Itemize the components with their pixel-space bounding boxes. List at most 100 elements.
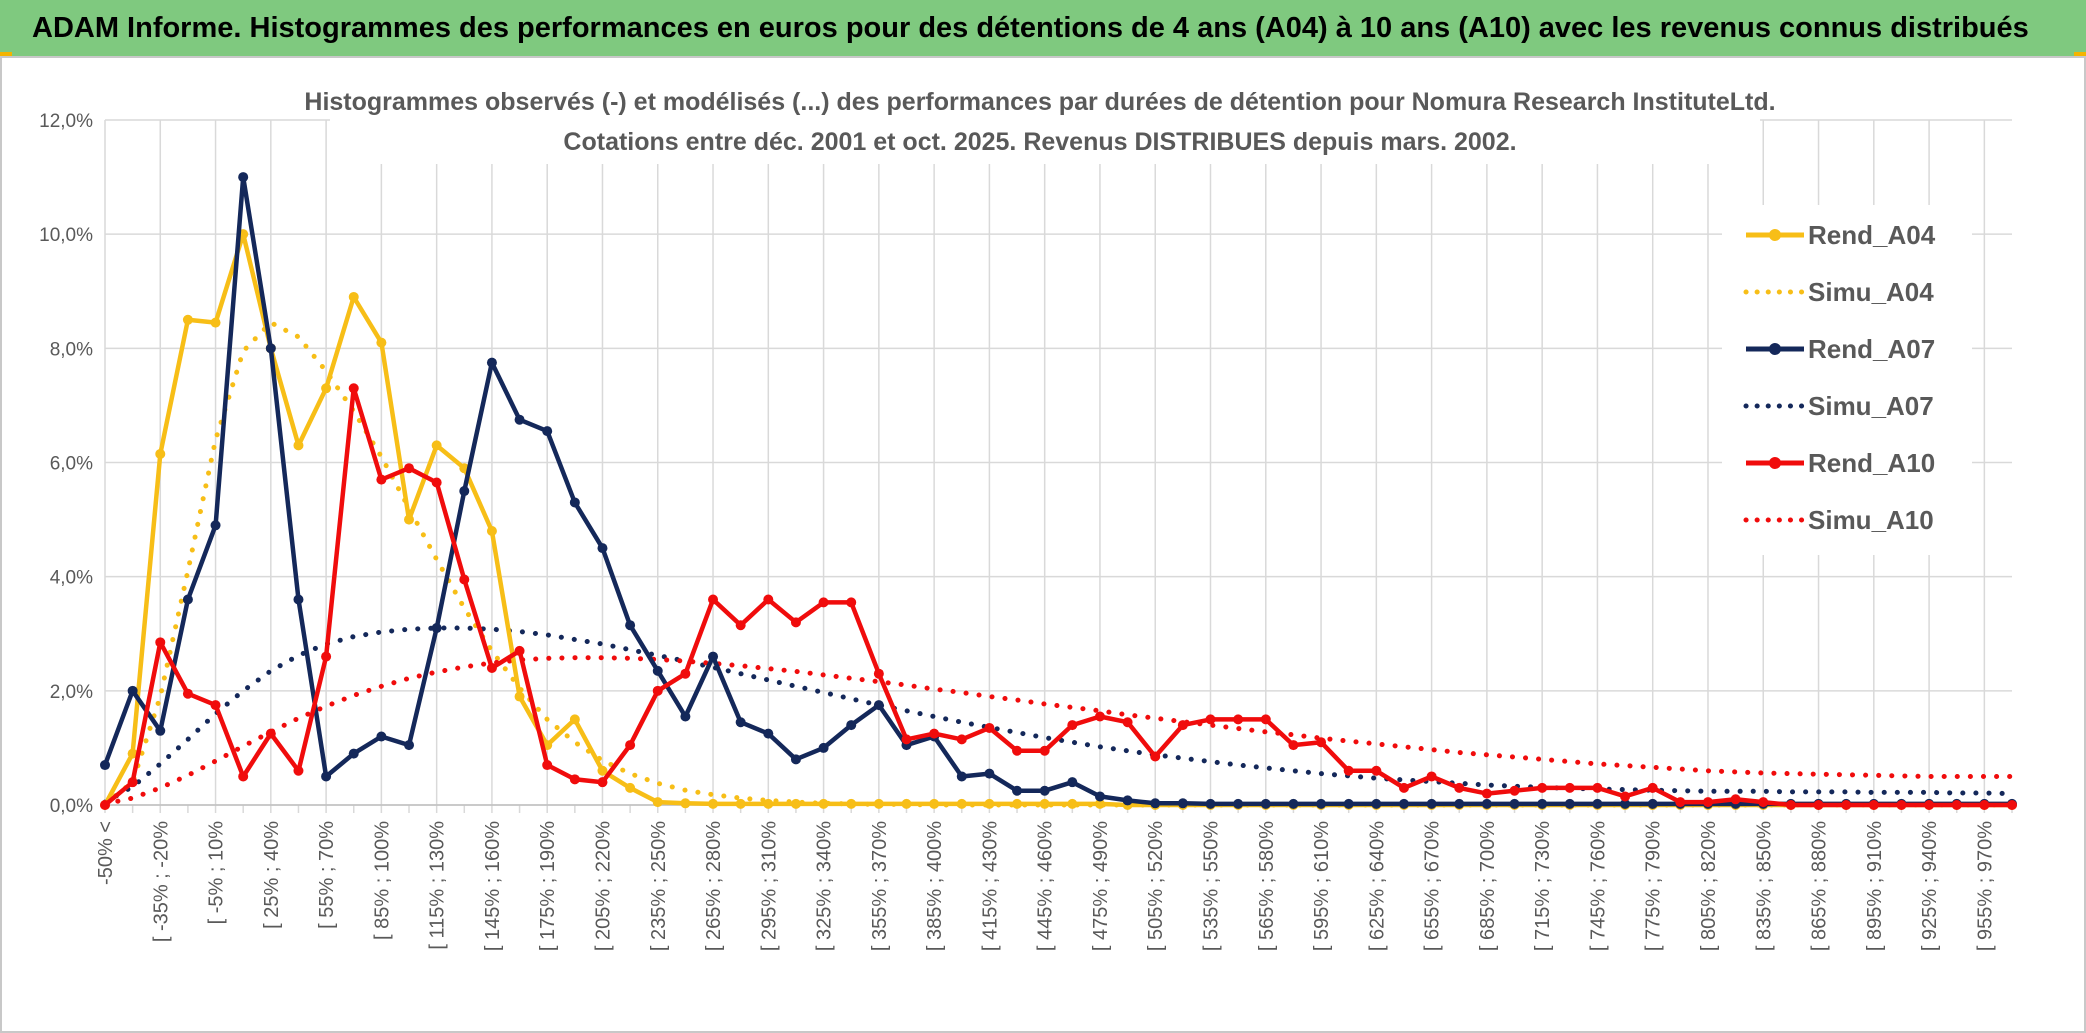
legend-item-rend-a07: Rend_A07 <box>1746 334 1935 364</box>
x-tick-label: [ 265% ; 280% <box>703 821 725 951</box>
data-point <box>569 774 580 785</box>
data-point <box>1537 798 1548 809</box>
data-point <box>1702 797 1713 808</box>
data-point <box>1647 782 1658 793</box>
data-point <box>127 685 138 696</box>
data-point <box>708 594 719 605</box>
data-point <box>459 574 470 585</box>
data-point <box>652 685 663 696</box>
data-point <box>321 651 332 662</box>
x-tick-label: [ 25% ; 40% <box>261 821 283 929</box>
data-point <box>1343 765 1354 776</box>
data-point <box>1177 798 1188 809</box>
x-tick-label: [ 805% ; 820% <box>1698 821 1720 951</box>
data-point <box>1233 714 1244 725</box>
chart-title: Histogrammes observés (-) et modélisés (… <box>304 88 1775 116</box>
data-point <box>514 691 525 702</box>
x-tick-label: [ 775% ; 790% <box>1643 821 1665 951</box>
data-point <box>1951 800 1962 810</box>
data-point <box>2007 800 2017 810</box>
data-point <box>1122 717 1133 728</box>
x-tick-label: [ 895% ; 910% <box>1864 821 1886 951</box>
x-tick-label: [ 385% ; 400% <box>924 821 946 951</box>
data-point <box>1094 711 1105 722</box>
data-point <box>1620 791 1631 802</box>
data-point <box>873 668 884 679</box>
chart-title-background <box>330 80 1760 164</box>
data-point <box>1150 798 1161 809</box>
data-point <box>1260 714 1271 725</box>
x-tick-label: [ 835% ; 850% <box>1753 821 1775 951</box>
data-point <box>1067 798 1078 809</box>
legend-label: Rend_A10 <box>1808 448 1935 478</box>
data-point <box>625 740 636 751</box>
series-line <box>102 655 2015 807</box>
data-point <box>348 748 359 759</box>
data-point <box>846 798 857 809</box>
data-point <box>1398 798 1409 809</box>
data-point <box>238 771 249 782</box>
data-point <box>1592 798 1603 809</box>
legend-marker <box>1769 229 1781 241</box>
legend-marker <box>1769 343 1781 355</box>
x-tick-label: [ 205% ; 220% <box>592 821 614 951</box>
x-tick-label: [ 145% ; 160% <box>482 821 504 951</box>
data-point <box>1039 798 1050 809</box>
chart-series <box>100 172 2017 810</box>
data-point <box>486 357 497 368</box>
data-point <box>293 440 304 451</box>
y-tick-label: 8,0% <box>50 339 93 360</box>
data-point <box>790 798 801 809</box>
legend-item-rend-a10: Rend_A10 <box>1746 448 1935 478</box>
data-point <box>321 383 332 394</box>
x-tick-label: [ 175% ; 190% <box>537 821 559 951</box>
data-point <box>652 797 663 808</box>
data-point <box>182 688 193 699</box>
data-point <box>265 343 276 354</box>
legend-item-simu-a04: Simu_A04 <box>1743 277 1934 307</box>
data-point <box>956 798 967 809</box>
data-point <box>1979 800 1990 810</box>
data-point <box>1177 720 1188 731</box>
data-point <box>1012 798 1023 809</box>
data-point <box>1868 800 1879 810</box>
data-point <box>376 731 387 742</box>
x-tick-label: [ 475% ; 490% <box>1090 821 1112 951</box>
data-point <box>1454 798 1465 809</box>
x-tick-label: [ 685% ; 700% <box>1477 821 1499 951</box>
data-point <box>1896 800 1907 810</box>
x-tick-label: [ 115% ; 130% <box>427 821 449 950</box>
data-point <box>1509 785 1520 796</box>
x-tick-label: [ 355% ; 370% <box>869 821 891 951</box>
data-point <box>182 314 193 325</box>
data-point <box>763 728 774 739</box>
x-tick-label: [ 625% ; 640% <box>1366 821 1388 951</box>
x-tick-label: [ 715% ; 730% <box>1532 821 1554 951</box>
data-point <box>1260 798 1271 809</box>
data-point <box>210 700 221 711</box>
y-axis: 0,0% 2,0% 4,0% 6,0% 8,0% 10,0% 12,0% <box>39 111 93 817</box>
data-point <box>542 426 553 437</box>
data-point <box>155 448 166 459</box>
legend-item-rend-a04: Rend_A04 <box>1746 220 1936 250</box>
data-point <box>846 597 857 608</box>
x-tick-label: [ 595% ; 610% <box>1311 821 1333 951</box>
data-point <box>404 463 415 474</box>
data-point <box>1620 798 1631 809</box>
data-point <box>210 317 221 328</box>
data-point <box>127 748 138 759</box>
data-point <box>1205 798 1216 809</box>
data-point <box>763 594 774 605</box>
data-point <box>1067 777 1078 788</box>
x-tick-label: [ 505% ; 520% <box>1145 821 1167 951</box>
data-point <box>404 740 415 751</box>
data-point <box>542 760 553 771</box>
data-point <box>735 798 746 809</box>
data-point <box>1012 785 1023 796</box>
data-point <box>790 617 801 628</box>
corner-mark-right <box>2074 52 2086 56</box>
data-point <box>680 668 691 679</box>
data-point <box>1785 800 1796 810</box>
data-point <box>1454 782 1465 793</box>
data-point <box>1150 751 1161 762</box>
